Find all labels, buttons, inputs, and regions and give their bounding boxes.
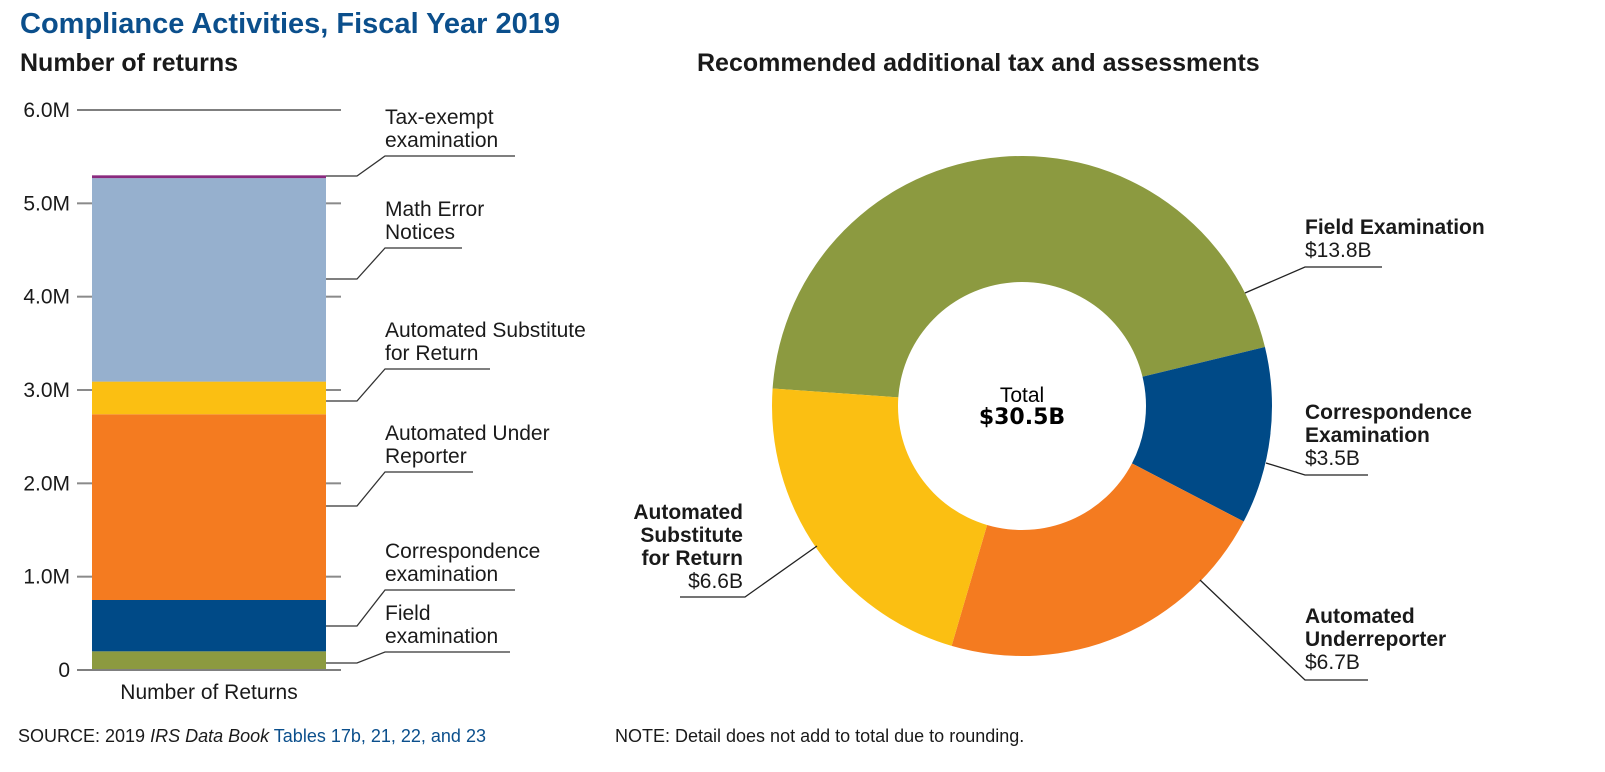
y-tick-label: 6.0M: [23, 99, 70, 122]
stacked-bar-chart: 0 1.0M 2.0M 3.0M 4.0M 5.0M 6.0M Number of Retur…: [23, 99, 585, 704]
main-title: Compliance Activities, Fiscal Year 2019: [20, 8, 561, 40]
slice-value-label: $3.5B: [1305, 447, 1360, 470]
bar-segment-correspondence-examination: [92, 600, 326, 652]
series-label: for Return: [385, 342, 478, 365]
rounding-note: NOTE: Detail does not add to total due t…: [615, 726, 1025, 746]
donut-center-value: $30.5B: [979, 405, 1065, 430]
slice-name-label: Underreporter: [1305, 628, 1446, 651]
leader-line: [326, 471, 473, 507]
series-label: Tax-exempt: [385, 106, 494, 129]
series-label: Automated Under: [385, 422, 550, 445]
donut-slice-automated-underreporter: [951, 463, 1244, 657]
bar-segment-tax-exempt-examination: [92, 175, 326, 179]
slice-name-label: for Return: [642, 547, 744, 570]
slice-name-label: Field Examination: [1305, 216, 1485, 239]
series-label: Reporter: [385, 445, 467, 468]
leader-line: [326, 589, 515, 627]
source-publication: IRS Data Book: [150, 726, 270, 746]
bar-segment-automated-under-reporter: [92, 414, 326, 600]
slice-value-label: $13.8B: [1305, 239, 1372, 262]
slice-name-label: Automated: [633, 501, 743, 524]
y-tick-label: 1.0M: [23, 566, 70, 589]
donut-leader-line: [680, 545, 818, 598]
x-category-label: Number of Returns: [120, 681, 297, 704]
bar-segment-math-error-notices: [92, 178, 326, 382]
donut-slice-automated-substitute-for-return: [772, 388, 988, 646]
y-tick-label: 0: [58, 659, 70, 682]
slice-name-label: Examination: [1305, 424, 1430, 447]
bar-segment-field-examination: [92, 651, 326, 670]
leader-line: [326, 368, 490, 402]
series-label: Automated Substitute: [385, 319, 586, 342]
source-prefix: SOURCE: 2019: [18, 726, 151, 746]
donut-leader-line: [1244, 266, 1382, 294]
series-label: examination: [385, 563, 498, 586]
y-tick-label: 2.0M: [23, 472, 70, 495]
donut-slice-field-examination: [772, 156, 1265, 398]
leader-line: [326, 155, 515, 177]
slice-value-label: $6.7B: [1305, 651, 1360, 674]
series-label: Field: [385, 602, 431, 625]
donut-chart: Total$30.5B Field Examination$13.8B Corres…: [633, 156, 1485, 681]
series-label: examination: [385, 625, 498, 648]
series-label: examination: [385, 129, 498, 152]
series-label: Correspondence: [385, 540, 540, 563]
slice-name-label: Substitute: [640, 524, 743, 547]
y-tick-label: 5.0M: [23, 192, 70, 215]
leader-line: [326, 651, 510, 664]
donut-chart-title: Recommended additional tax and assessmen…: [697, 49, 1260, 77]
donut-center-label: Total: [1000, 384, 1044, 407]
series-label: Math Error: [385, 198, 484, 221]
donut-leader-line: [1199, 579, 1368, 681]
bar-chart-title: Number of returns: [20, 49, 239, 77]
source-tables-link[interactable]: Tables 17b, 21, 22, and 23: [269, 726, 486, 746]
series-label: Notices: [385, 221, 455, 244]
leader-line: [326, 247, 462, 280]
donut-slice-correspondence-examination: [1131, 347, 1272, 522]
source-note: SOURCE: 2019 IRS Data Book Tables 17b, 2…: [18, 726, 486, 747]
bar-segment-automated-substitute-for-return: [92, 381, 326, 415]
y-tick-label: 4.0M: [23, 286, 70, 309]
y-tick-label: 3.0M: [23, 379, 70, 402]
slice-name-label: Correspondence: [1305, 401, 1472, 424]
slice-value-label: $6.6B: [688, 570, 743, 593]
donut-leader-line: [1265, 462, 1368, 476]
slice-name-label: Automated: [1305, 605, 1415, 628]
